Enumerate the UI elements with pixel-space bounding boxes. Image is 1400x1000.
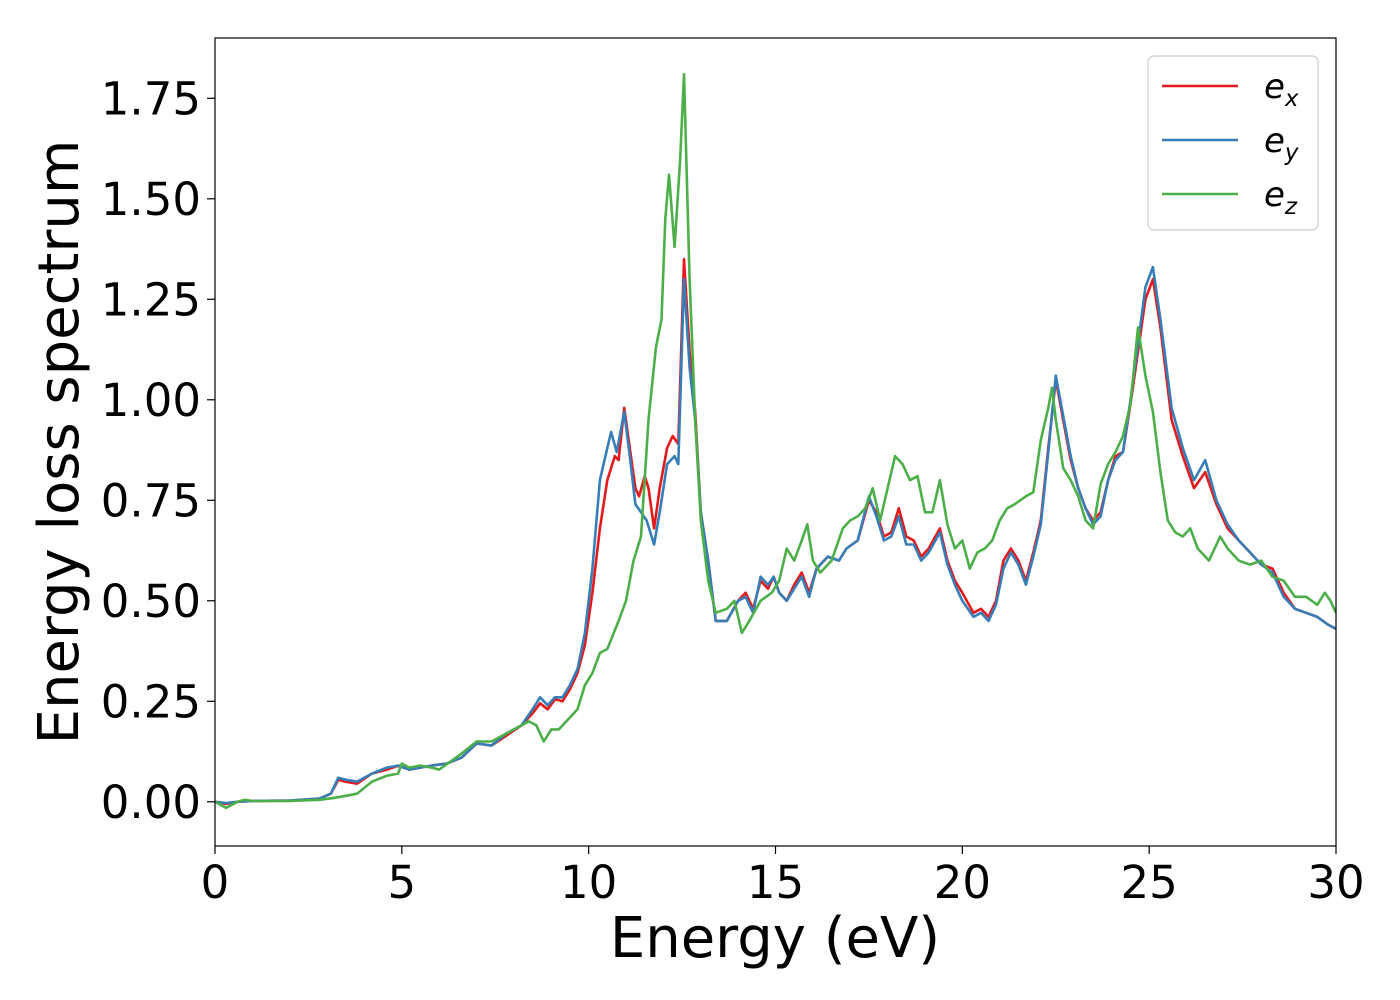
y-axis-label: Energy loss spectrum: [27, 140, 92, 745]
y-tick-label: 1.75: [101, 72, 201, 125]
legend-label-y: ey: [1264, 121, 1299, 166]
y-tick-label: 1.00: [101, 374, 201, 427]
y-tick-label: 1.50: [101, 173, 201, 226]
x-tick-label: 20: [934, 856, 991, 909]
x-tick-label: 10: [560, 856, 617, 909]
legend-box: [1147, 55, 1319, 231]
x-axis-label: Energy (eV): [610, 906, 940, 971]
y-tick-label: 1.25: [101, 273, 201, 326]
y-tick-label: 0.25: [101, 675, 201, 728]
y-axis: 0.00 0.25 0.50 0.75 1.00 1.25 1.50 1.75: [101, 72, 215, 829]
x-tick-label: 0: [201, 856, 230, 909]
legend: ex ey ez: [1147, 55, 1319, 231]
x-tick-label: 5: [388, 856, 417, 909]
y-tick-label: 0.50: [101, 575, 201, 628]
x-axis: 0 5 10 15 20 25 30: [201, 846, 1365, 909]
series-line-z: [215, 72, 1336, 810]
legend-label-z: ez: [1264, 175, 1298, 220]
x-tick-label: 25: [1121, 856, 1178, 909]
x-tick-label: 30: [1307, 856, 1364, 909]
y-tick-label: 0.75: [101, 474, 201, 527]
y-tick-label: 0.00: [101, 776, 201, 829]
series-layer: [215, 72, 1336, 810]
legend-label-x: ex: [1264, 67, 1299, 112]
x-tick-label: 15: [747, 856, 804, 909]
